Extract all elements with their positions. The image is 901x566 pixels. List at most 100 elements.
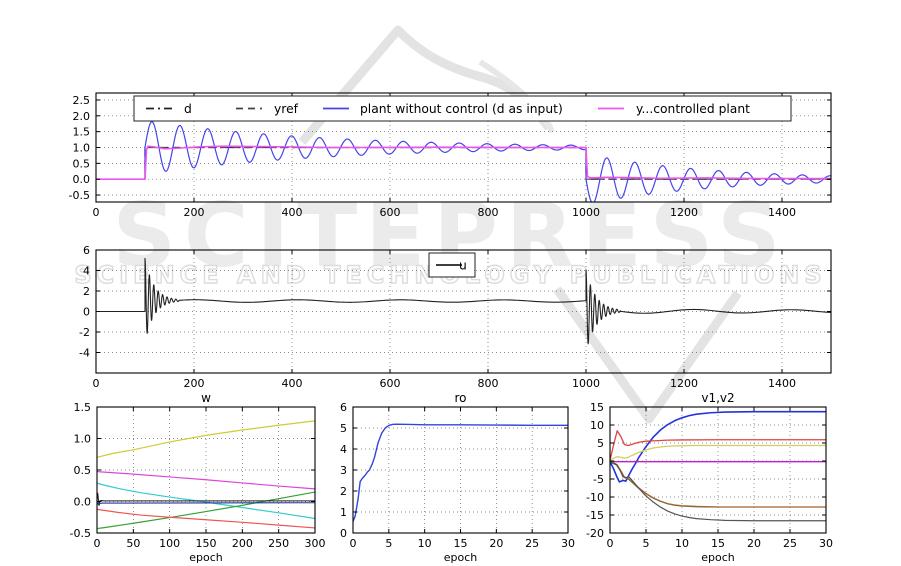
x-tick-label: 10 (675, 537, 689, 550)
x-tick-label: 1200 (670, 377, 698, 390)
y-tick-label: 1.0 (74, 433, 92, 446)
plot-control-signal: 0 200 400 600 800 1000 1200 1400 -4 -2 0 2 4 6 u (79, 244, 832, 390)
y-tick-label: 5 (340, 422, 347, 435)
x-tick-label: 0 (94, 537, 101, 550)
x-tick-label: 400 (282, 206, 303, 219)
y-tick-label: 5 (597, 437, 604, 450)
y-tick-label: 0.0 (74, 496, 92, 509)
x-tick-label: 0 (350, 537, 357, 550)
legend-label: yref (274, 102, 299, 116)
series-w-red (97, 508, 315, 529)
series-w-magenta (97, 470, 315, 490)
y-tick-label: 2.5 (73, 94, 91, 107)
y-tick-label: 0 (597, 455, 604, 468)
series-y-controlled-plant (96, 145, 831, 180)
y-tick-label: -4 (79, 347, 90, 360)
series-group (353, 423, 568, 522)
y-tick-label: 2.0 (73, 110, 91, 123)
x-tick-label: 0 (607, 537, 614, 550)
legend-label: u (459, 259, 467, 273)
x-tick-label: 600 (380, 206, 401, 219)
x-tick-label: 1400 (768, 206, 796, 219)
x-tick-label: 1000 (572, 377, 600, 390)
y-tick-label: 10 (590, 419, 604, 432)
y-tick-label: 0 (340, 527, 347, 540)
x-tick-label: 50 (126, 537, 140, 550)
y-tick-label: 4 (83, 265, 90, 278)
y-tick-label: 2 (340, 485, 347, 498)
x-tick-label: 200 (184, 206, 205, 219)
y-tick-label: 1 (340, 506, 347, 519)
x-tick-label: 100 (159, 537, 180, 550)
y-tick-label: -2 (79, 326, 90, 339)
series-v-orange (610, 460, 826, 508)
x-tick-label: 25 (783, 537, 797, 550)
y-tick-label: -20 (586, 527, 604, 540)
series-w-green (97, 491, 315, 530)
x-tick-label: 25 (525, 537, 539, 550)
legend: u (428, 252, 476, 278)
x-tick-label: 800 (478, 377, 499, 390)
plot-v1-v2: 0 5 10 15 20 25 30 -20 -15 -10 -5 0 5 10 15 v1,v2 epoch (586, 391, 833, 564)
y-tick-label: -15 (586, 509, 604, 522)
y-tick-label: 0 (83, 306, 90, 319)
x-tick-label: 600 (380, 377, 401, 390)
x-tick-label: 30 (561, 537, 575, 550)
series-group (96, 121, 831, 202)
x-tick-label: 800 (478, 206, 499, 219)
plot-plant-output: 0 200 400 600 800 1000 1200 1400 -0.5 0.0 0.5 1.0 1.… (69, 92, 832, 219)
series-group (97, 420, 315, 530)
x-tick-label: 0 (93, 206, 100, 219)
x-tick-label: 20 (747, 537, 761, 550)
series-v-green (610, 461, 826, 508)
y-tick-label: 6 (83, 244, 90, 257)
y-tick-label: 1.0 (73, 142, 91, 155)
series-group (96, 257, 831, 345)
x-tick-label: 300 (305, 537, 326, 550)
x-tick-label: 5 (643, 537, 650, 550)
series-group (610, 410, 826, 522)
y-tick-label: 15 (590, 401, 604, 414)
series-w-navy (97, 501, 315, 506)
y-tick-label: -10 (586, 491, 604, 504)
x-tick-label: 400 (282, 377, 303, 390)
x-axis-label: epoch (189, 551, 223, 564)
axes-frame (609, 406, 827, 534)
x-tick-label: 1200 (670, 206, 698, 219)
x-tick-label: 10 (418, 537, 432, 550)
x-tick-label: 150 (196, 537, 217, 550)
x-tick-label: 200 (184, 377, 205, 390)
x-tick-label: 250 (268, 537, 289, 550)
y-tick-label: 0.0 (73, 173, 91, 186)
x-tick-label: 200 (232, 537, 253, 550)
series-v-gray (610, 461, 826, 522)
legend-label: plant without control (d as input) (360, 102, 563, 116)
x-tick-label: 5 (385, 537, 392, 550)
x-tick-label: 1400 (768, 377, 796, 390)
y-tick-label: -0.5 (69, 189, 90, 202)
legend-label: d (184, 102, 192, 116)
plot-title: v1,v2 (701, 391, 734, 405)
y-tick-label: 4 (340, 443, 347, 456)
y-tick-label: -5 (593, 473, 604, 486)
series-w-cyan (97, 482, 315, 520)
series-v-blue (610, 410, 826, 483)
legend-label: y...controlled plant (636, 102, 750, 116)
y-tick-label: 1.5 (74, 401, 92, 414)
legend: d yref plant without control (d as input) y… (133, 95, 792, 122)
x-tick-label: 20 (489, 537, 503, 550)
x-tick-label: 15 (454, 537, 468, 550)
y-tick-label: -0.5 (70, 527, 91, 540)
y-tick-label: 3 (340, 464, 347, 477)
y-tick-label: 0.5 (73, 157, 91, 170)
x-axis-label: epoch (701, 551, 735, 564)
y-tick-label: 6 (340, 401, 347, 414)
legend-box (133, 95, 792, 122)
y-tick-label: 1.5 (73, 126, 91, 139)
plot-title: w (201, 391, 211, 405)
series-ro (353, 423, 568, 522)
series-w-yellow (97, 420, 315, 458)
